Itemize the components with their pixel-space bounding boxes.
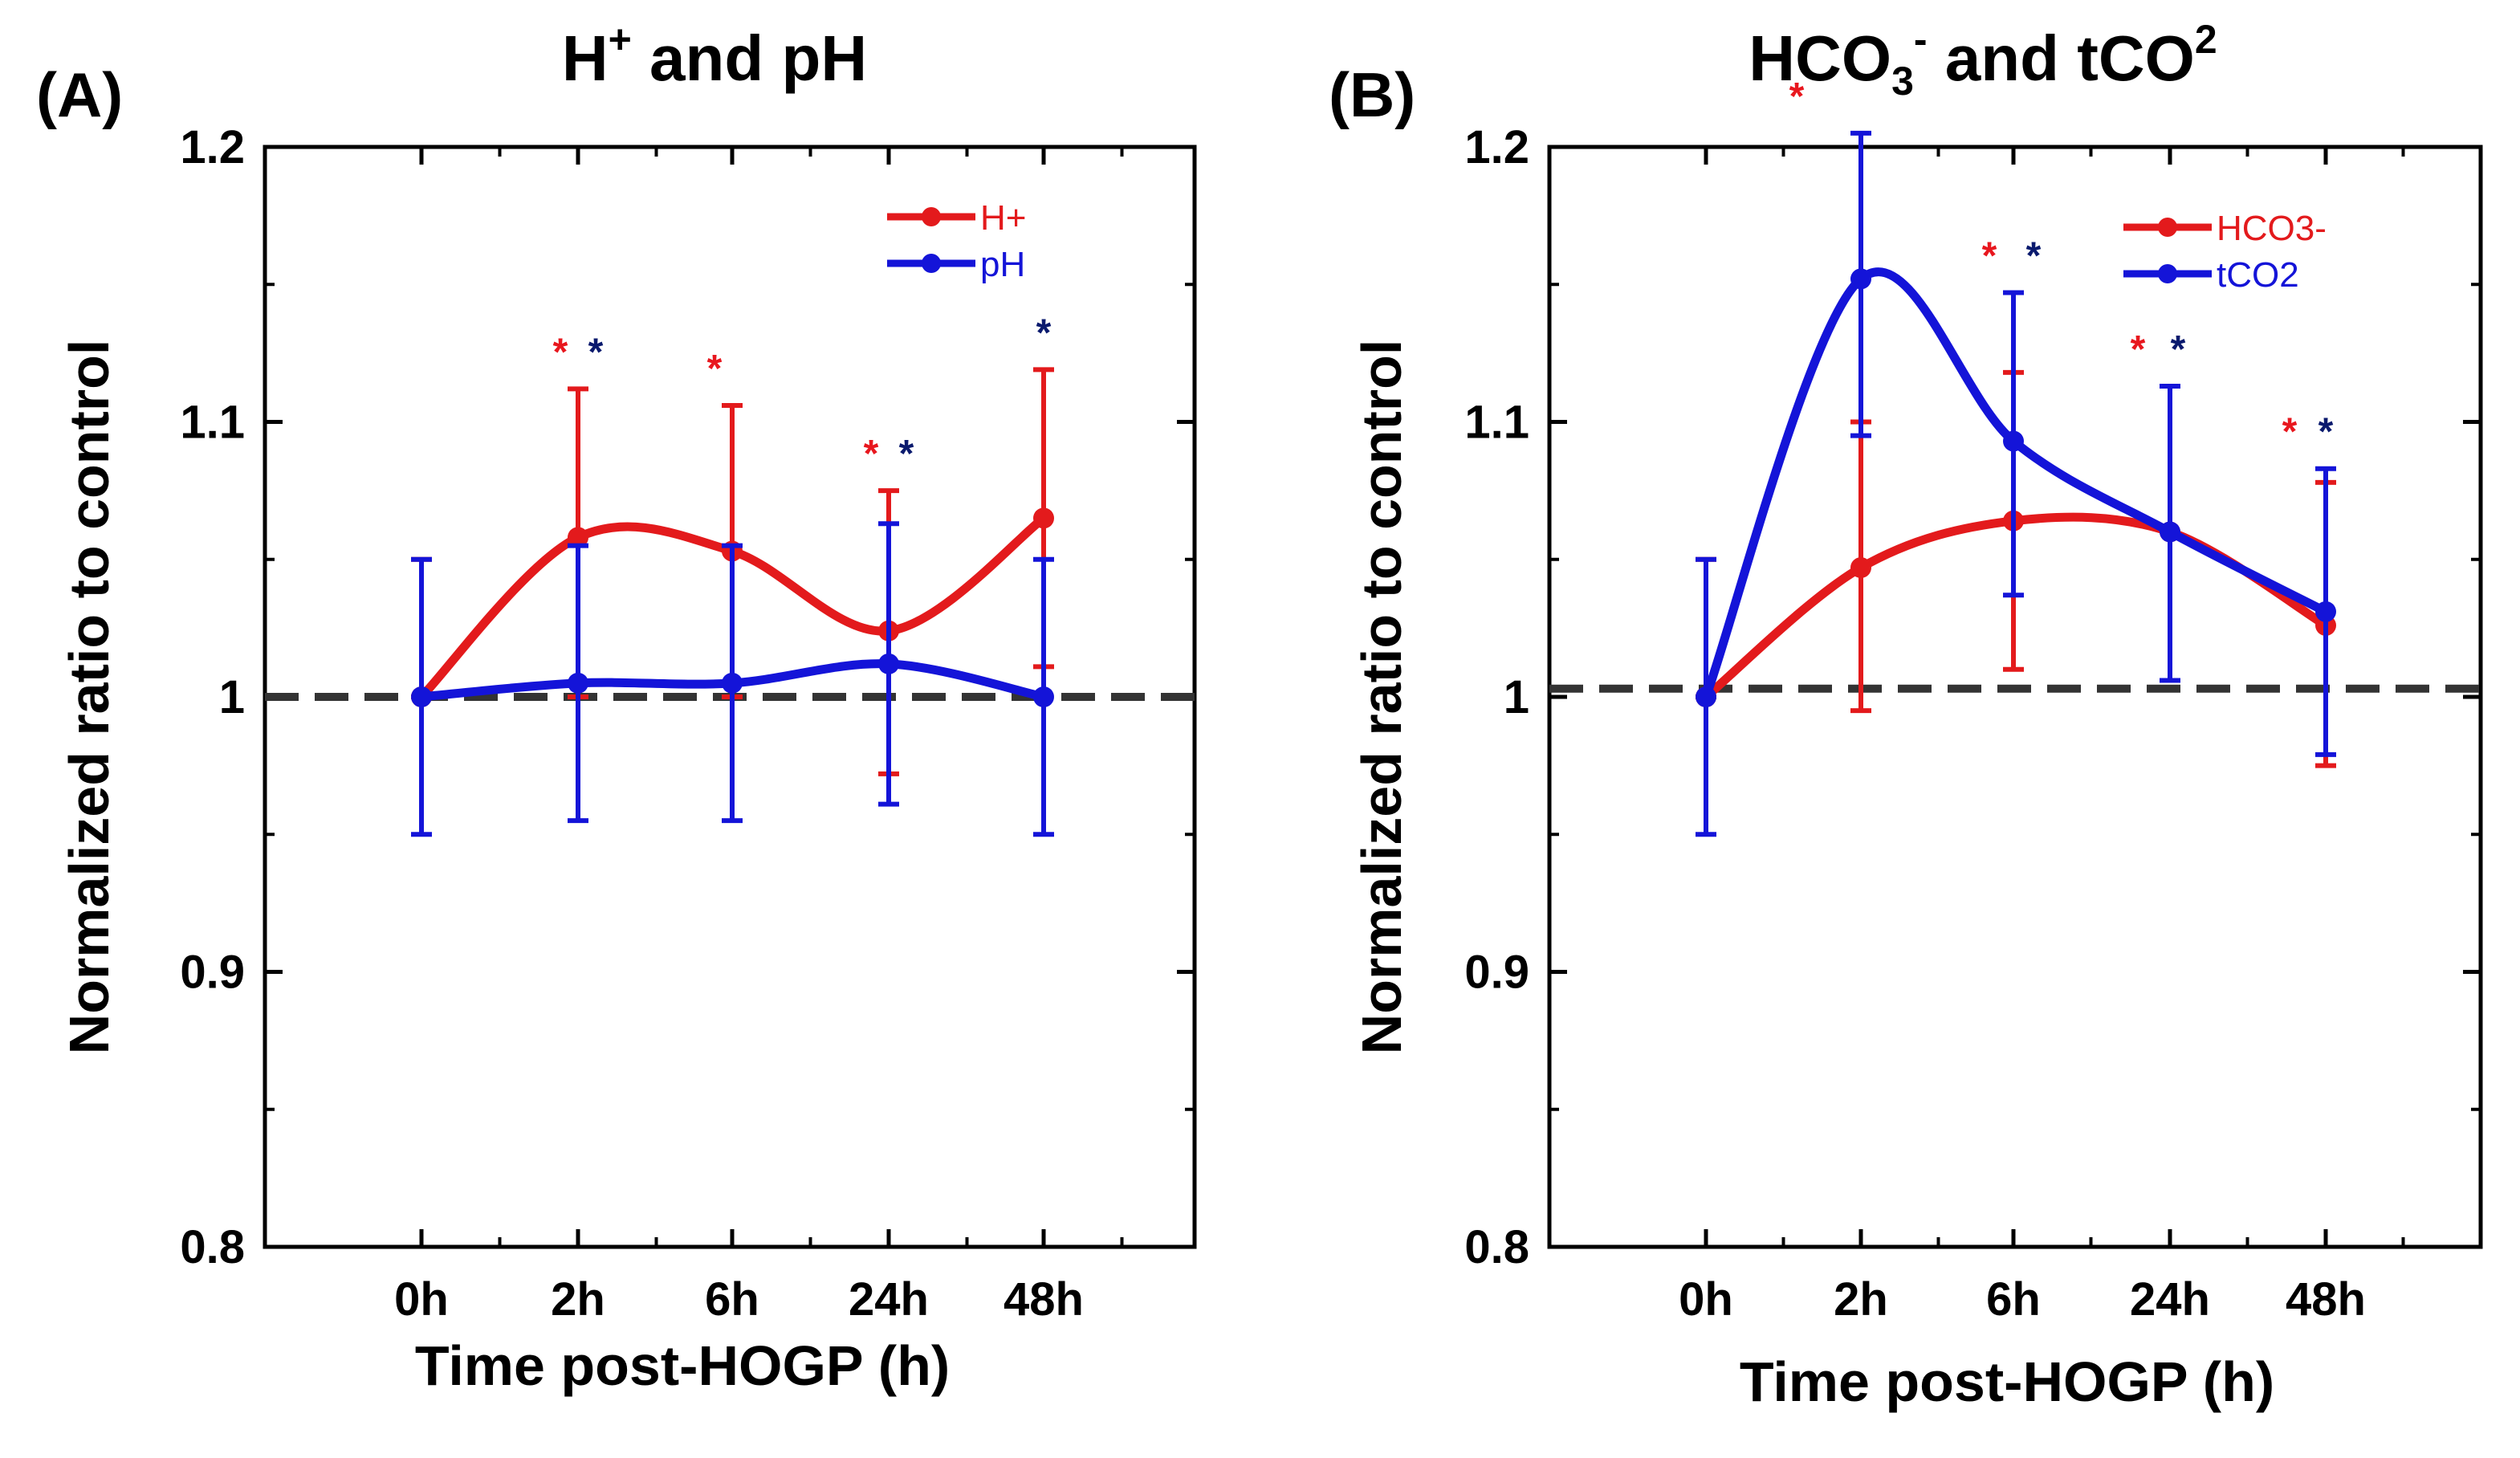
data-point: [568, 672, 588, 694]
title-rest: and tCO: [1928, 22, 2195, 94]
y-tick-label: 0.8: [180, 1221, 245, 1273]
chart-panel-a: (A) H+ and pH Normalized ratio to control T…: [36, 17, 1197, 1397]
y-tick-label: 1.1: [180, 397, 245, 449]
title-rest: and pH: [632, 22, 867, 94]
x-tick-label: 0h: [1679, 1273, 1733, 1326]
significance-mark: *: [553, 331, 568, 373]
series-line: [1701, 267, 2331, 702]
data-point: [411, 686, 432, 707]
significance-mark: *: [899, 433, 914, 475]
y-axis-label: Normalized ratio to control: [1350, 340, 1413, 1055]
significance-mark: *: [2026, 235, 2042, 278]
title-subscript: 3: [1891, 59, 1914, 104]
significance-mark: *: [2171, 328, 2186, 371]
x-tick-label: 2h: [551, 1273, 605, 1326]
y-tick-label: 0.8: [1464, 1221, 1529, 1273]
chart-panel-b: (B) HCO3- and tCO2 Normalized ratio to con…: [1329, 17, 2483, 1413]
significance-mark: *: [707, 348, 723, 390]
significance-mark: *: [864, 433, 879, 475]
x-axis-label: Time post-HOGP (h): [415, 1334, 950, 1397]
series-pH: * * *: [411, 312, 1054, 837]
significance-mark: *: [1036, 312, 1052, 354]
y-tick-label: 0.9: [180, 947, 245, 999]
y-tick-label: 1: [1504, 671, 1529, 723]
legend-marker: [2158, 264, 2177, 283]
significance-mark: *: [588, 331, 604, 373]
y-axis-label: Normalized ratio to control: [58, 340, 120, 1055]
data-point: [568, 527, 588, 548]
x-tick-label: 48h: [2286, 1273, 2366, 1326]
series-tCO2: * * *: [1696, 130, 2336, 837]
legend-marker: [922, 207, 941, 226]
x-tick-label: 24h: [2130, 1273, 2210, 1326]
x-tick-label: 6h: [705, 1273, 759, 1326]
legend-marker: [922, 254, 941, 273]
y-tick-label: 1.2: [1464, 121, 1529, 173]
data-point: [1850, 557, 1871, 579]
x-tick-label: 48h: [1004, 1273, 1084, 1326]
legend: H+ pH: [887, 198, 1026, 284]
title-superscript: -: [1914, 17, 1928, 62]
x-tick-label: 0h: [394, 1273, 449, 1326]
data-point: [2160, 521, 2180, 543]
y-tick-label: 1: [219, 671, 245, 723]
x-tick-label: 6h: [1986, 1273, 2041, 1326]
x-axis-label: Time post-HOGP (h): [1740, 1350, 2274, 1413]
legend-label: H+: [980, 198, 1026, 238]
y-tick-label: 0.9: [1464, 947, 1529, 999]
data-point: [1033, 507, 1054, 529]
x-tick-label: 24h: [849, 1273, 929, 1326]
panel-label: (B): [1329, 59, 1415, 130]
x-tick-label: 2h: [1834, 1273, 1888, 1326]
y-tick-label: 1.2: [180, 121, 245, 173]
panel-label: (A): [36, 59, 123, 130]
data-point: [1696, 686, 1716, 707]
chart-title: HCO3- and tCO2: [1749, 17, 2217, 104]
data-point: [1850, 268, 1871, 290]
title-superscript: +: [609, 17, 632, 62]
significance-mark: *: [1982, 235, 1997, 278]
legend: HCO3- tCO2: [2123, 209, 2327, 295]
chart-title: H+ and pH: [562, 17, 867, 94]
title-main: HCO: [1749, 22, 1891, 94]
data-point: [878, 653, 899, 674]
significance-mark: *: [2131, 328, 2146, 371]
data-point: [2315, 601, 2336, 622]
data-point: [722, 672, 743, 694]
legend-label: pH: [980, 245, 1025, 284]
legend-label: HCO3-: [2217, 209, 2327, 248]
significance-mark: *: [2318, 411, 2334, 454]
significance-mark: *: [1789, 75, 1805, 118]
legend-label: tCO2: [2217, 255, 2299, 295]
data-point: [2003, 430, 2024, 452]
data-point: [1033, 686, 1054, 707]
title-main: H: [562, 22, 609, 94]
y-tick-label: 1.1: [1464, 397, 1529, 449]
title-superscript-2: 2: [2195, 17, 2217, 62]
legend-marker: [2158, 218, 2177, 237]
significance-mark: *: [2282, 411, 2298, 454]
